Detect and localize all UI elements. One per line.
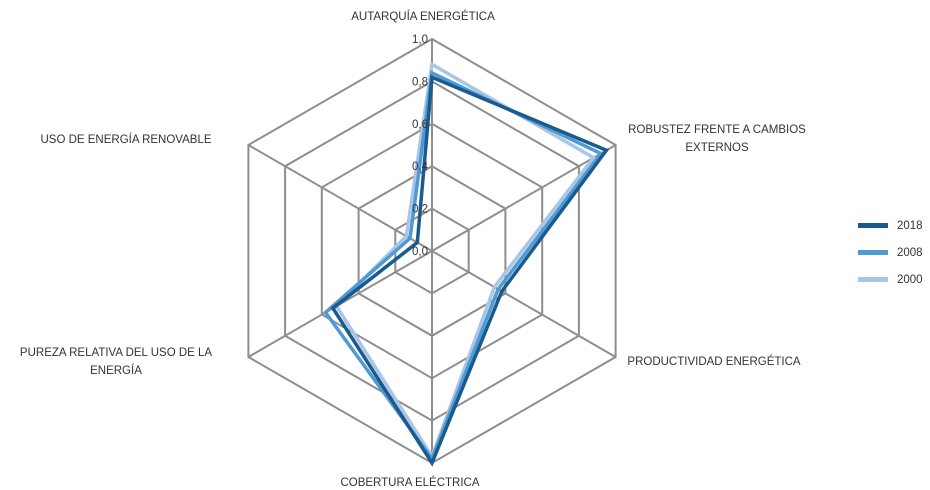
tick-label-4: 0,8	[412, 76, 428, 88]
axis-label-2: ROBUSTEZ FRENTE A CAMBIOS EXTERNOS	[628, 124, 806, 154]
axis-label-3: PRODUCTIVIDAD ENERGÉTICA	[627, 355, 800, 368]
series-point-2008-1	[430, 71, 434, 75]
axis-label-6: USO DE ENERGÍA RENOVABLE	[40, 133, 211, 146]
series-point-2008-3	[496, 287, 500, 291]
legend-swatch-2018	[858, 223, 888, 228]
series-point-2018-5	[331, 306, 335, 310]
series-point-2018-3	[500, 289, 504, 293]
series-point-2000-3	[492, 285, 496, 289]
series-line-2000	[334, 61, 597, 461]
grid-spoke-6	[247, 144, 433, 252]
legend-swatch-2008	[858, 250, 888, 255]
series-point-2008-6	[408, 236, 412, 240]
legend-item-2000: 2000	[858, 266, 923, 293]
legend-label-2018: 2018	[897, 219, 923, 232]
series-point-2000-6	[404, 234, 408, 238]
legend-item-2008: 2008	[858, 239, 923, 266]
legend-swatch-2000	[858, 277, 888, 282]
grid-spoke-2	[431, 144, 617, 252]
series-point-2018-6	[415, 241, 419, 244]
chart-legend: 2018 2008 2000	[858, 212, 923, 293]
legend-item-2018: 2018	[858, 212, 923, 239]
tick-label-5: 1,0	[412, 34, 428, 46]
grid-spoke-3	[431, 250, 617, 358]
legend-label-2008: 2008	[897, 246, 923, 259]
series-point-2008-5	[324, 311, 327, 314]
tick-label-2: 0,4	[412, 161, 429, 173]
tick-label-1: 0,2	[412, 204, 428, 216]
series-point-2018-2	[604, 148, 608, 152]
series-point-2018-4	[430, 461, 434, 465]
tick-label-3: 0,6	[412, 119, 428, 131]
series-point-2018-1	[430, 75, 434, 79]
legend-label-2000: 2000	[897, 273, 923, 286]
series-point-2000-2	[592, 156, 596, 160]
axis-label-5: PUREZA RELATIVA DEL USO DE LA ENERGÍA	[20, 347, 212, 377]
axis-label-4: COBERTURA ELÉCTRICA	[340, 476, 479, 489]
series-point-2000-1	[430, 62, 434, 66]
axis-label-1: AUTARQUÍA ENERGÉTICA	[351, 10, 495, 23]
tick-label-0: 0,0	[412, 246, 428, 258]
